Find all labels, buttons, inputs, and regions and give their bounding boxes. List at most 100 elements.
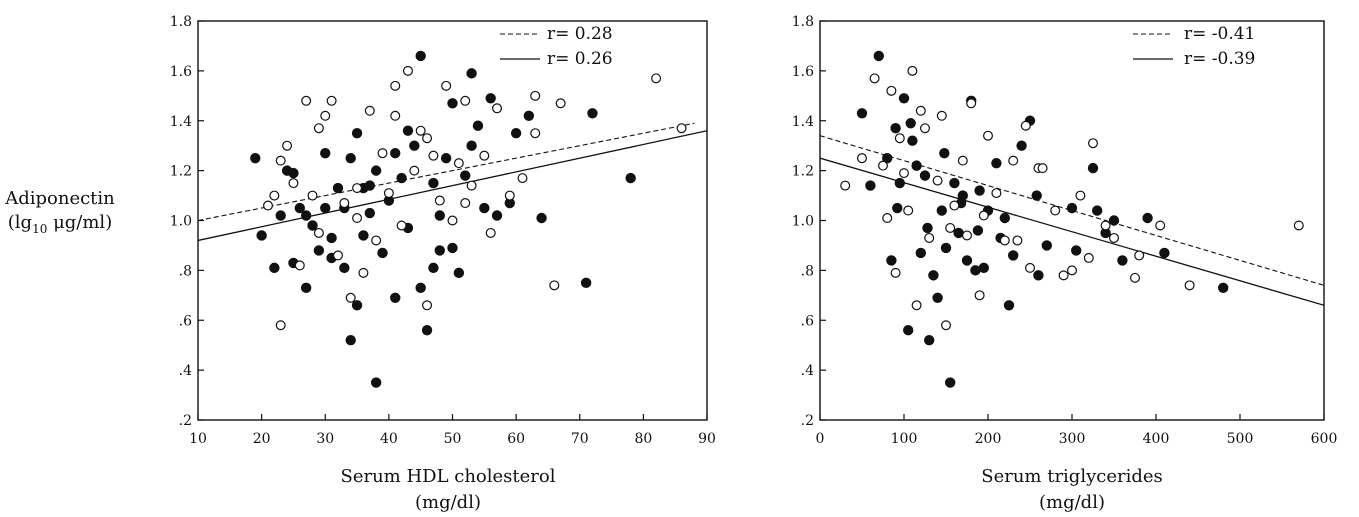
data-point-open: [269, 190, 280, 201]
data-point-filled: [999, 212, 1011, 224]
x-tick-label: 0: [816, 431, 825, 447]
data-point-open: [961, 230, 972, 241]
data-point-open: [390, 110, 401, 121]
data-point-filled: [326, 232, 337, 244]
data-point-open: [288, 178, 299, 189]
data-point-open: [1058, 270, 1069, 281]
data-point-open: [447, 215, 458, 226]
data-point-filled: [345, 335, 356, 346]
data-point-open: [1087, 138, 1098, 149]
y-tick-label: .8: [801, 263, 814, 279]
data-point-filled: [1117, 255, 1128, 266]
data-point-open: [339, 198, 350, 209]
data-point-filled: [907, 135, 918, 146]
data-point-filled: [1031, 190, 1042, 201]
data-point-filled: [939, 147, 950, 159]
data-point-filled: [1066, 202, 1078, 214]
y-tick-label: 1.0: [792, 214, 814, 230]
y-tick-label: .8: [179, 263, 192, 279]
y-tick-label: 1.2: [792, 164, 814, 180]
legend-label: r= -0.41: [1184, 24, 1255, 44]
data-point-open: [313, 123, 324, 134]
data-point-open: [275, 320, 286, 331]
data-point-open: [555, 98, 566, 109]
data-point-open: [422, 300, 433, 311]
y-tick-label: .4: [179, 363, 192, 379]
y-tick-label: 1.2: [170, 164, 192, 180]
data-point-filled: [320, 202, 331, 214]
data-point-open: [1134, 250, 1145, 261]
data-point-open: [352, 183, 363, 194]
y-tick-label: 1.6: [792, 64, 814, 80]
data-point-filled: [1016, 140, 1027, 151]
data-point-filled: [915, 247, 927, 259]
data-point-open: [396, 220, 407, 231]
data-point-filled: [307, 220, 318, 231]
data-point-filled: [974, 185, 985, 196]
data-point-filled: [886, 255, 897, 266]
data-point-filled: [1003, 300, 1015, 311]
data-point-filled: [428, 262, 439, 274]
y-tick-label: 1.8: [792, 14, 814, 30]
x-tick-label: 90: [698, 431, 716, 447]
data-point-open: [886, 85, 897, 96]
data-point-filled: [320, 147, 331, 159]
data-point-open: [840, 180, 851, 191]
data-point-filled: [250, 152, 261, 164]
x-tick-label: 50: [444, 431, 462, 447]
data-point-open: [390, 80, 401, 91]
data-point-open: [352, 213, 363, 224]
data-point-filled: [894, 177, 906, 189]
data-point-filled: [945, 377, 956, 388]
data-point-open: [890, 267, 901, 278]
y-axis-title-suffix: μg/ml): [47, 212, 112, 233]
data-point-open: [358, 267, 369, 278]
data-point-filled: [940, 242, 952, 254]
x-tick-label: 500: [1227, 431, 1254, 447]
regression-line-solid: [198, 130, 707, 242]
data-point-filled: [970, 265, 981, 276]
data-point-open: [549, 280, 560, 291]
data-point-filled: [898, 93, 910, 104]
x-tick-label: 400: [1143, 431, 1170, 447]
data-point-filled: [1108, 215, 1120, 226]
data-point-open: [301, 95, 312, 106]
data-point-filled: [409, 140, 420, 151]
data-point-filled: [269, 262, 280, 274]
shared-y-axis-label: Adiponectin (lg10 μg/ml): [4, 188, 115, 236]
data-point-filled: [1217, 282, 1229, 294]
data-point-open: [313, 227, 324, 238]
data-point-filled: [294, 202, 305, 214]
data-point-filled: [949, 177, 960, 189]
data-point-open: [282, 140, 293, 151]
data-point-filled: [447, 98, 458, 109]
data-point-filled: [428, 177, 439, 189]
data-point-open: [982, 130, 993, 141]
data-point-open: [402, 65, 413, 76]
data-point-open: [1020, 120, 1031, 131]
x-tick-label: 40: [380, 431, 398, 447]
y-axis-title-line1: Adiponectin: [4, 188, 115, 209]
data-point-filled: [390, 147, 401, 159]
data-point-open: [377, 148, 388, 159]
legend-label: r= 0.26: [547, 49, 613, 69]
data-point-filled: [396, 172, 407, 184]
data-point-filled: [402, 125, 414, 136]
data-point-open: [453, 158, 464, 169]
data-point-open: [966, 98, 977, 109]
x-axis-title-line1: Serum HDL cholesterol: [340, 466, 555, 487]
data-point-open: [1024, 262, 1035, 273]
y-tick-label: 1.4: [170, 114, 192, 130]
data-point-filled: [932, 292, 943, 304]
data-point-filled: [300, 210, 312, 221]
data-point-open: [530, 128, 541, 139]
data-point-filled: [358, 230, 369, 241]
data-point-open: [911, 300, 922, 311]
data-point-open: [1008, 155, 1019, 166]
data-point-filled: [510, 128, 522, 139]
data-point-filled: [281, 165, 293, 176]
data-point-open: [945, 222, 956, 233]
data-point-open: [869, 73, 880, 84]
data-point-filled: [911, 160, 922, 171]
data-point-filled: [434, 210, 445, 221]
